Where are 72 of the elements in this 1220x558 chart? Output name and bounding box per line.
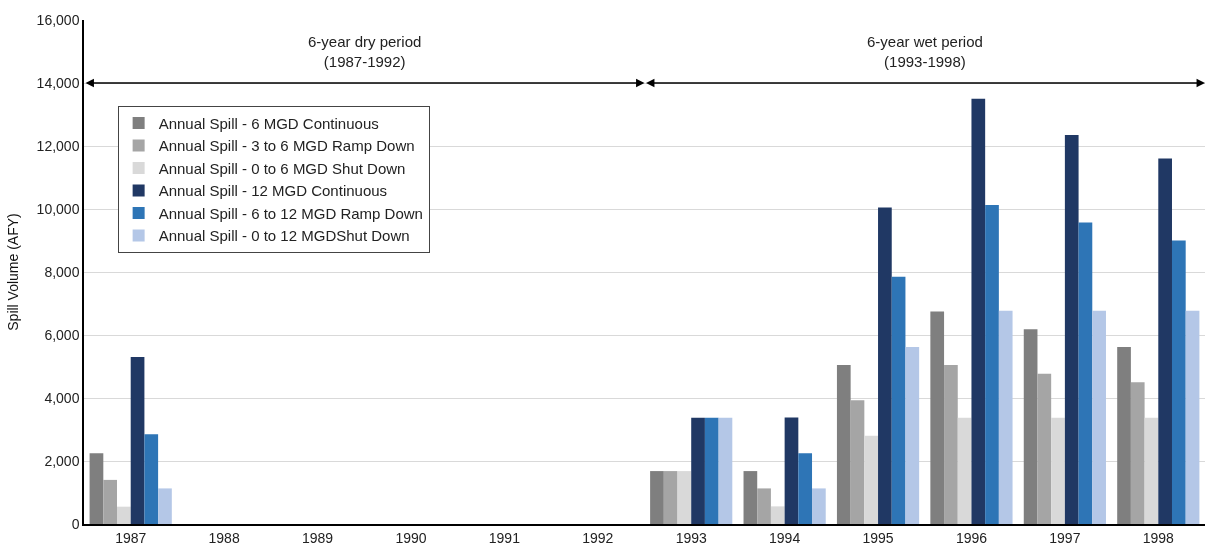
legend-label: Annual Spill - 6 to 12 MGD Ramp Down: [158, 204, 423, 222]
bar: [878, 207, 892, 524]
x-tick-label: 1987: [115, 529, 147, 546]
bar: [650, 471, 664, 524]
bar: [836, 364, 851, 524]
bar: [957, 417, 972, 524]
bar: [158, 488, 172, 524]
y-tick-label: 8,000: [44, 263, 80, 280]
bar: [905, 346, 920, 524]
bar: [103, 479, 118, 524]
legend-label: Annual Spill - 0 to 6 MGD Shut Down: [158, 159, 406, 177]
legend-label: Annual Spill - 6 MGD Continuous: [158, 114, 379, 132]
bar: [1144, 417, 1159, 524]
x-tick-label: 1990: [395, 529, 427, 546]
y-axis-title: Spill Volume (AFY): [4, 213, 21, 331]
bar: [677, 471, 692, 524]
bar: [864, 435, 879, 524]
bar: [930, 311, 945, 524]
bar: [770, 506, 785, 524]
bar: [1023, 329, 1038, 524]
bar: [663, 471, 678, 524]
y-tick-label: 4,000: [44, 389, 80, 406]
bar: [1117, 346, 1131, 524]
x-tick-label: 1989: [301, 529, 334, 546]
x-tick-label: 1998: [1142, 529, 1175, 546]
bar: [757, 488, 771, 524]
bar: [1051, 417, 1065, 524]
bar: [1064, 134, 1079, 524]
y-tick-label: 0: [71, 515, 80, 532]
bar: [812, 488, 826, 524]
bar: [1158, 158, 1172, 524]
x-tick-label: 1995: [862, 529, 894, 546]
legend-label: Annual Spill - 12 MGD Continuous: [158, 182, 388, 200]
bar: [944, 364, 958, 524]
y-tick-label: 6,000: [44, 326, 80, 343]
bar: [718, 417, 733, 524]
annotation: 6-year wet period (1993-1998): [867, 33, 983, 70]
bar: [1037, 373, 1052, 524]
y-tick-label: 10,000: [36, 200, 80, 217]
y-tick-label: 16,000: [36, 11, 80, 28]
x-tick-label: 1991: [488, 529, 521, 546]
x-tick-label: 1994: [769, 529, 801, 546]
bar: [850, 400, 865, 524]
annotation: 6-year dry period (1987-1992): [308, 33, 422, 70]
x-tick-label: 1993: [675, 529, 707, 546]
bar: [89, 453, 104, 524]
bar: [998, 310, 1013, 524]
bar: [1078, 222, 1093, 524]
bar: [130, 357, 145, 524]
x-tick-label: 1988: [208, 529, 240, 546]
legend-label: Annual Spill - 3 to 6 MGD Ramp Down: [158, 137, 415, 155]
bar: [985, 204, 999, 524]
y-tick-label: 14,000: [36, 74, 80, 91]
bar: [1185, 310, 1200, 524]
bar: [1130, 382, 1145, 524]
y-tick-label: 12,000: [36, 137, 80, 154]
bar: [784, 417, 799, 524]
bar: [743, 471, 758, 524]
bar: [971, 98, 986, 524]
y-tick-label: 2,000: [44, 452, 80, 469]
bar: [891, 276, 906, 524]
x-tick-label: 1997: [1049, 529, 1081, 546]
x-tick-label: 1996: [955, 529, 988, 546]
bar: [798, 453, 813, 524]
bar: [1092, 310, 1106, 524]
legend-label: Annual Spill - 0 to 12 MGDShut Down: [158, 227, 410, 245]
x-tick-label: 1992: [582, 529, 614, 546]
bar: [704, 417, 719, 524]
bar: [117, 506, 131, 524]
bar: [144, 434, 159, 524]
bar: [1171, 240, 1186, 524]
bar: [691, 417, 705, 524]
